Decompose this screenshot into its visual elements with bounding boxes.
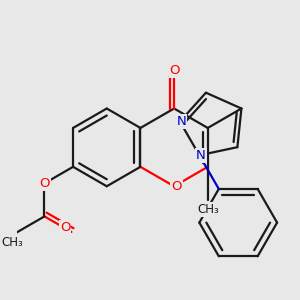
Text: N: N [177, 115, 186, 128]
Text: O: O [169, 64, 180, 76]
Text: CH₃: CH₃ [1, 236, 23, 249]
Text: N: N [196, 149, 206, 162]
Text: O: O [39, 177, 50, 190]
Text: CH₃: CH₃ [197, 203, 219, 216]
Text: O: O [60, 221, 70, 234]
Text: O: O [171, 180, 182, 193]
